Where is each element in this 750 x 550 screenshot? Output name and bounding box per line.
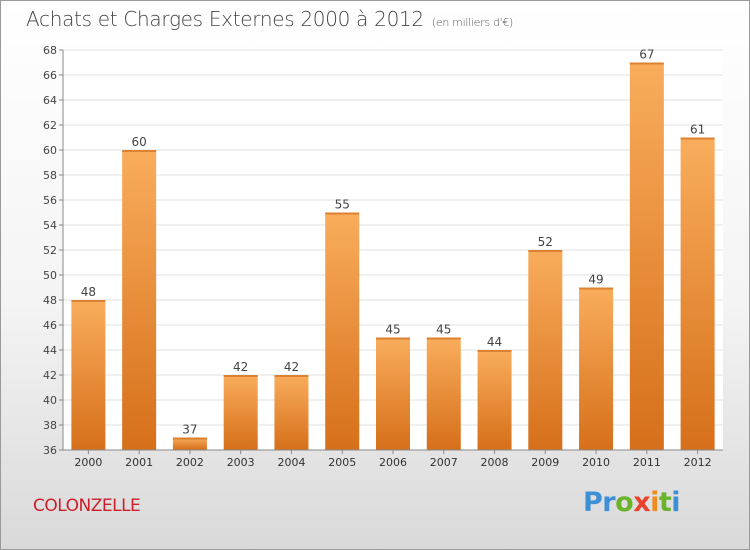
bar bbox=[579, 287, 614, 450]
bar-top-edge bbox=[528, 250, 563, 252]
y-tick-label: 52 bbox=[43, 244, 57, 257]
y-tick-label: 60 bbox=[43, 144, 57, 157]
x-tick-label: 2001 bbox=[125, 456, 153, 469]
y-tick-label: 54 bbox=[43, 219, 57, 232]
y-tick-label: 62 bbox=[43, 119, 57, 132]
data-label: 48 bbox=[81, 285, 96, 299]
x-tick-label: 2009 bbox=[531, 456, 559, 469]
bar-top-edge bbox=[680, 137, 715, 140]
bar-top-edge bbox=[172, 437, 207, 440]
y-tick-label: 44 bbox=[43, 344, 57, 357]
bar-top-edge bbox=[426, 337, 461, 340]
x-tick-label: 2002 bbox=[176, 456, 204, 469]
data-label: 49 bbox=[588, 273, 603, 287]
y-tick-label: 36 bbox=[43, 444, 57, 457]
x-tick-label: 2005 bbox=[328, 456, 356, 469]
data-label: 60 bbox=[132, 135, 147, 149]
bars bbox=[71, 62, 715, 450]
y-tick-label: 48 bbox=[43, 294, 57, 307]
bar-top-edge bbox=[274, 375, 309, 377]
proxiti-logo: Proxiti bbox=[583, 487, 681, 518]
data-label: 55 bbox=[335, 198, 350, 212]
y-tick-label: 42 bbox=[43, 369, 57, 382]
data-label: 45 bbox=[385, 323, 400, 337]
data-label: 44 bbox=[487, 335, 502, 349]
x-tick-label: 2000 bbox=[74, 456, 102, 469]
bar bbox=[629, 62, 664, 450]
y-tick-label: 58 bbox=[43, 169, 57, 182]
bar bbox=[528, 250, 563, 450]
x-tick-label: 2008 bbox=[481, 456, 509, 469]
y-tick-label: 64 bbox=[43, 94, 57, 107]
chart-title: Achats et Charges Externes 2000 à 2012 (e… bbox=[26, 7, 513, 31]
data-labels: 48 60 37 42 42 55 45 45 44 52 49 67 61 bbox=[81, 48, 706, 437]
chart-subtitle: (en milliers d'€) bbox=[431, 16, 514, 29]
bar-top-edge bbox=[223, 375, 258, 377]
y-tick-label: 38 bbox=[43, 419, 57, 432]
bar bbox=[477, 350, 512, 450]
x-tick-label: 2011 bbox=[633, 456, 661, 469]
y-tick-label: 68 bbox=[43, 44, 57, 57]
data-label: 45 bbox=[436, 323, 451, 337]
bar bbox=[172, 437, 207, 450]
y-tick-label: 40 bbox=[43, 394, 57, 407]
bar bbox=[223, 375, 258, 450]
x-tick-label: 2010 bbox=[582, 456, 610, 469]
bar-top-edge bbox=[325, 212, 360, 215]
chart-title-text: Achats et Charges Externes 2000 à 2012 bbox=[26, 7, 424, 31]
data-label: 67 bbox=[639, 48, 654, 62]
bar bbox=[376, 337, 410, 450]
bar bbox=[680, 137, 715, 450]
data-label: 42 bbox=[284, 360, 299, 374]
commune-name: COLONZELLE bbox=[33, 496, 141, 516]
y-tick-label: 66 bbox=[43, 69, 57, 82]
y-axis: 36 38 40 42 44 46 48 50 52 54 56 58 60 62 64 66 68 bbox=[43, 44, 64, 457]
bar-top-edge bbox=[477, 350, 512, 352]
data-label: 42 bbox=[233, 360, 248, 374]
y-tick-label: 46 bbox=[43, 319, 57, 332]
bar-top-edge bbox=[71, 300, 106, 302]
bar bbox=[274, 375, 309, 450]
bar bbox=[71, 300, 106, 450]
bar bbox=[325, 212, 360, 450]
bar-top-edge bbox=[122, 150, 157, 152]
x-tick-label: 2007 bbox=[430, 456, 458, 469]
x-tick-label: 2004 bbox=[277, 456, 305, 469]
data-label: 61 bbox=[690, 123, 705, 137]
y-tick-label: 56 bbox=[43, 194, 57, 207]
x-tick-label: 2006 bbox=[379, 456, 407, 469]
bar-top-edge bbox=[579, 287, 614, 290]
bar bbox=[426, 337, 461, 450]
bar-top-edge bbox=[376, 337, 410, 340]
x-axis: 2000 2001 2002 2003 2004 2005 2006 2007 2008 2009… bbox=[63, 449, 723, 469]
bar-top-edge bbox=[629, 62, 664, 65]
y-tick-label: 50 bbox=[43, 269, 57, 282]
data-label: 52 bbox=[538, 235, 553, 249]
data-label: 37 bbox=[182, 423, 197, 437]
x-tick-label: 2012 bbox=[684, 456, 712, 469]
bar bbox=[122, 150, 157, 450]
x-tick-label: 2003 bbox=[227, 456, 255, 469]
